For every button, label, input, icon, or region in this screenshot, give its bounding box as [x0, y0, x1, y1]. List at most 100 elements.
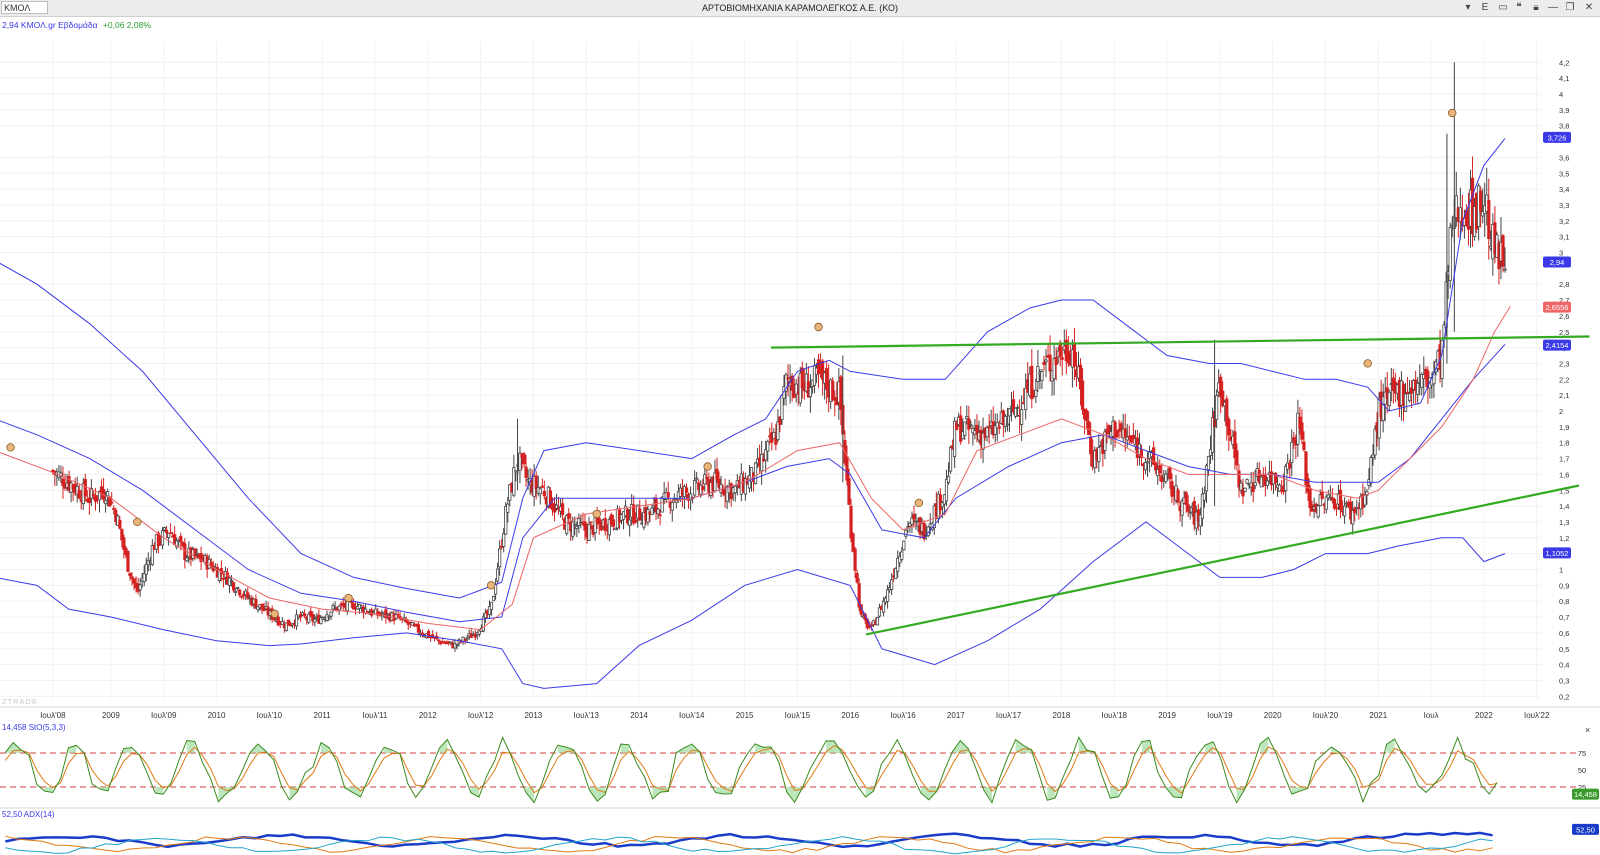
candle-body	[524, 466, 528, 478]
candle-body	[1420, 374, 1424, 388]
candle-body	[508, 484, 512, 501]
candle-body	[481, 616, 485, 632]
candle-body	[303, 613, 307, 617]
candle-body	[1180, 500, 1184, 516]
di-plus-line	[5, 835, 1493, 854]
lock-icon[interactable]: 🔒︎	[1533, 2, 1539, 13]
candle-body	[1501, 235, 1505, 267]
x-tick-label: Ιουλ'17	[996, 711, 1022, 720]
candle-body	[502, 533, 506, 547]
candle-body	[959, 415, 963, 442]
candle-body	[1259, 476, 1263, 488]
menu-e-button[interactable]: E	[1481, 2, 1489, 13]
candle-body	[1243, 487, 1247, 492]
candle-body	[1407, 393, 1412, 402]
candle-body	[410, 622, 414, 626]
candle-body	[1342, 505, 1347, 517]
candle-body	[325, 614, 329, 621]
candle-body	[1013, 407, 1018, 417]
stoch-oversold-fill	[865, 787, 874, 798]
candle-body	[538, 488, 542, 495]
candle-body	[573, 523, 577, 526]
stoch-overbought-fill	[557, 745, 566, 753]
candle-body	[626, 509, 630, 524]
candle-body	[912, 513, 916, 520]
candle-body	[965, 416, 969, 420]
candle-body	[908, 522, 912, 527]
stoch-overbought-fill	[1260, 737, 1269, 753]
candle-body	[963, 421, 967, 436]
candle-body	[106, 491, 110, 497]
candle-body	[286, 619, 291, 626]
candle-body	[169, 532, 173, 535]
candle-body	[993, 425, 997, 435]
candle-body	[91, 494, 96, 496]
candle-body	[1202, 492, 1207, 501]
x-tick-label: 2015	[736, 711, 754, 720]
candle-body	[1011, 399, 1016, 413]
candle-body	[284, 622, 288, 631]
price-tag-label: 2,4154	[1546, 341, 1569, 350]
stoch-oversold-fill	[218, 787, 227, 802]
candle-body	[910, 517, 914, 525]
candle-body	[1290, 441, 1294, 463]
candle-body	[790, 375, 794, 391]
close-icon[interactable]: ✕	[1584, 2, 1594, 13]
candle-body	[276, 616, 280, 626]
candle-body	[1078, 364, 1083, 390]
candle-body	[240, 595, 244, 598]
candle-body	[656, 508, 660, 515]
candle-body	[126, 550, 130, 572]
chart-area[interactable]: 4,24,143,93,83,63,53,43,33,23,132,82,72,…	[0, 16, 1600, 855]
x-tick-label: 2011	[314, 711, 332, 720]
x-tick-label: Ιουλ'10	[257, 711, 283, 720]
candle-body	[118, 519, 122, 529]
candle-body	[1040, 371, 1044, 382]
panel-close-icon[interactable]: ×	[1585, 725, 1590, 735]
candle-body	[1048, 354, 1052, 372]
symbol-input[interactable]: ΚΜΟΛ	[1, 1, 48, 14]
event-marker-icon	[1363, 359, 1372, 368]
candle-body	[981, 432, 985, 450]
candle-body	[1300, 422, 1304, 440]
candle-body	[1302, 441, 1306, 451]
candle-body	[851, 533, 855, 552]
dropdown-arrow-icon[interactable]: ▾	[1465, 2, 1471, 13]
candle-body	[1221, 390, 1225, 407]
candle-body	[1080, 380, 1085, 411]
candle-body	[1371, 454, 1375, 459]
candle-body	[1292, 437, 1296, 442]
candle-body	[613, 527, 618, 531]
stoch-oversold-fill	[715, 787, 724, 794]
stoch-oversold-fill	[100, 787, 108, 791]
candle-body	[1034, 389, 1038, 398]
stoch-y-tick: 50	[1578, 766, 1586, 775]
candle-body	[1087, 421, 1091, 436]
candle-body	[885, 589, 890, 602]
candle-body	[437, 639, 441, 642]
candle-body	[138, 584, 142, 591]
quote-icon[interactable]: ❝	[1516, 2, 1522, 13]
candle-body	[896, 557, 900, 572]
stoch-fill-group	[5, 737, 1395, 803]
candle-body	[394, 613, 398, 620]
candle-body	[1332, 499, 1337, 509]
candle-body	[628, 519, 632, 526]
stoch-oversold-fill	[984, 787, 992, 803]
layout-icon[interactable]: ▭	[1498, 2, 1508, 13]
y-tick-label: 2,5	[1559, 328, 1569, 337]
stoch-oversold-fill	[786, 787, 795, 803]
candle-body	[449, 641, 453, 644]
restore-icon[interactable]: ❐	[1565, 2, 1575, 13]
x-tick-label: Ιουλ'15	[785, 711, 811, 720]
x-tick-label: Ιουλ	[1424, 711, 1439, 720]
price-tag-label: 1,1052	[1546, 549, 1569, 558]
candle-body	[175, 540, 179, 548]
minimize-icon[interactable]: —	[1548, 2, 1558, 13]
candle-body	[780, 395, 784, 421]
candle-body	[717, 478, 721, 488]
candle-body	[487, 606, 492, 616]
candle-body	[997, 426, 1001, 429]
price-tag-label: 2,94	[1550, 258, 1565, 267]
candle-body	[955, 422, 959, 430]
